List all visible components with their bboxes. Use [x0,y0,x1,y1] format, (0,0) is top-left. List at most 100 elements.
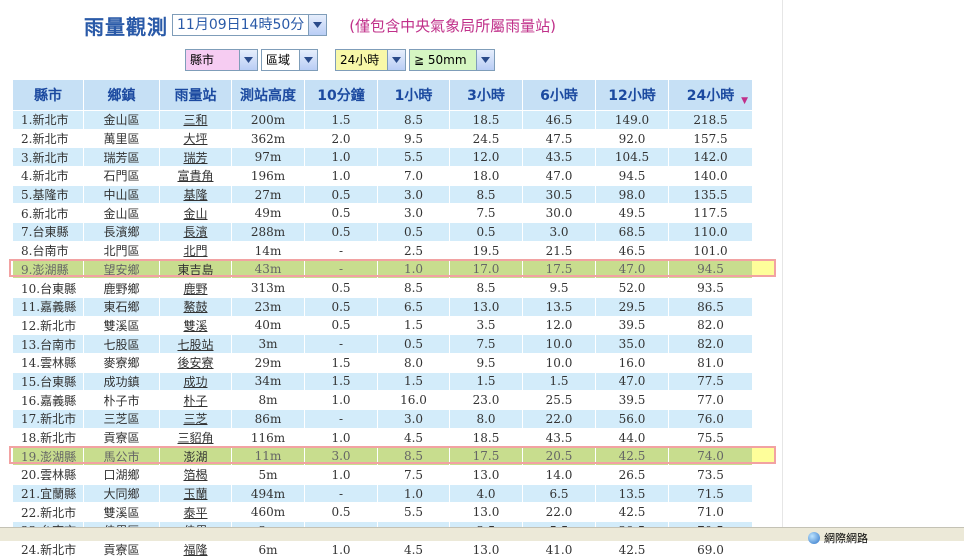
column-header[interactable]: 鄉鎮 [83,79,160,111]
station-cell[interactable]: 玉蘭 [159,483,232,504]
table-cell: 金山區 [83,203,160,224]
chevron-down-icon[interactable] [308,15,327,35]
column-header-label: 24小時 [686,88,735,104]
column-header[interactable]: 6小時 [522,79,596,111]
table-cell: 21.5 [522,240,596,261]
table-cell: 23m [231,296,305,317]
station-link[interactable]: 長濱 [183,225,208,240]
station-link[interactable]: 東吉島 [177,262,214,277]
station-link[interactable]: 箔楬 [183,468,208,483]
table-row: 24.新北市 貢寮區 福隆 6m 1.0 4.5 13.0 41.0 42.5 69.0 [12,539,753,560]
station-cell[interactable]: 瑞芳 [159,147,232,168]
station-cell[interactable]: 東吉島 [159,259,232,280]
station-cell[interactable]: 後安寮 [159,352,232,373]
station-link[interactable]: 後安寮 [177,356,214,371]
station-link[interactable]: 朴子 [183,393,208,408]
station-link[interactable]: 玉蘭 [183,487,208,502]
column-header[interactable]: 雨量站 [159,79,232,111]
station-link[interactable]: 三和 [183,113,208,128]
station-cell[interactable]: 福隆 [159,539,232,560]
station-cell[interactable]: 泰平 [159,502,232,523]
station-link[interactable]: 基隆 [183,188,208,203]
table-cell: 13.0 [449,539,523,560]
column-header[interactable]: 1小時 [377,79,450,111]
table-cell: - [304,409,378,429]
table-cell: 94.5 [595,166,669,186]
table-cell: 313m [231,278,305,298]
station-link[interactable]: 金山 [183,206,208,221]
station-link[interactable]: 富貴角 [177,169,214,184]
station-cell[interactable]: 澎湖 [159,446,232,467]
table-cell: 鹿野鄉 [83,278,160,298]
station-link[interactable]: 三貂角 [177,431,214,446]
station-link[interactable]: 三芝 [183,412,208,427]
table-cell: 18.0 [449,166,523,186]
table-cell: 口湖鄉 [83,465,160,485]
county-cell: 18.新北市 [12,427,84,448]
column-header[interactable]: 12小時 [595,79,669,111]
time-select[interactable]: 11月09日14時50分 [172,14,328,36]
table-cell: 0.5 [377,334,450,354]
table-cell: - [304,483,378,504]
station-cell[interactable]: 鹿野 [159,278,232,298]
column-header[interactable]: 3小時 [449,79,523,111]
table-cell: 0.5 [304,502,378,523]
station-link[interactable]: 成功 [183,374,208,389]
table-cell: 三芝區 [83,409,160,429]
threshold-select[interactable]: ≧ 50mm [409,49,495,71]
station-cell[interactable]: 北門 [159,240,232,261]
station-link[interactable]: 福隆 [183,543,208,558]
chevron-down-icon[interactable] [387,50,405,70]
station-cell[interactable]: 長濱 [159,222,232,242]
table-cell: 8m [231,390,305,410]
table-cell: 23.0 [449,390,523,410]
station-cell[interactable]: 鰲鼓 [159,296,232,317]
station-link[interactable]: 大坪 [183,132,208,147]
station-cell[interactable]: 三和 [159,110,232,130]
chevron-down-icon[interactable] [299,50,317,70]
table-body: 1.新北市 金山區 三和 200m 1.5 8.5 18.5 46.5 149.0 218.5 2.… [12,110,753,560]
station-link[interactable]: 鹿野 [183,281,208,296]
chevron-down-icon[interactable] [239,50,257,70]
station-link[interactable]: 七股站 [177,337,214,352]
station-cell[interactable]: 雙溪 [159,315,232,336]
station-link[interactable]: 雙溪 [183,318,208,333]
table-cell: 47.0 [595,371,669,392]
column-header[interactable]: 測站高度 [231,79,305,111]
table-row: 6.新北市 金山區 金山 49m 0.5 3.0 7.5 30.0 49.5 117.5 [12,203,753,224]
station-cell[interactable]: 富貴角 [159,166,232,186]
station-link[interactable]: 泰平 [183,505,208,520]
table-cell: 73.5 [668,465,753,485]
station-cell[interactable]: 金山 [159,203,232,224]
table-cell: 17.5 [522,259,596,280]
station-cell[interactable]: 基隆 [159,184,232,205]
column-header-sorted[interactable]: 24小時 ▼ [668,79,753,111]
station-cell[interactable]: 七股站 [159,334,232,354]
table-cell: 9.5 [377,128,450,149]
table-cell: 218.5 [668,110,753,130]
table-row: 1.新北市 金山區 三和 200m 1.5 8.5 18.5 46.5 149.0 218.5 [12,110,753,130]
table-cell: 0.5 [377,222,450,242]
period-select[interactable]: 24小時 [335,49,406,71]
table-cell: 1.5 [449,371,523,392]
station-cell[interactable]: 箔楬 [159,465,232,485]
district-select[interactable]: 區域 [261,49,318,71]
station-cell[interactable]: 朴子 [159,390,232,410]
station-link[interactable]: 鰲鼓 [183,300,208,315]
column-header[interactable]: 10分鐘 [304,79,378,111]
station-cell[interactable]: 成功 [159,371,232,392]
station-link[interactable]: 北門 [183,244,208,259]
table-cell: 69.0 [668,539,753,560]
column-header[interactable]: 縣市 [12,79,84,111]
station-link[interactable]: 瑞芳 [183,150,208,165]
table-row: 9.澎湖縣 望安鄉 東吉島 43m -1.0 17.0 17.5 47.0 94.5 [12,259,753,280]
chevron-down-icon[interactable] [476,50,494,70]
station-cell[interactable]: 三芝 [159,409,232,429]
table-cell: 北門區 [83,240,160,261]
station-cell[interactable]: 大坪 [159,128,232,149]
table-cell: 42.5 [595,539,669,560]
county-select[interactable]: 縣市 [185,49,258,71]
station-link[interactable]: 澎湖 [183,449,208,464]
station-cell[interactable]: 三貂角 [159,427,232,448]
table-cell: 3.0 [377,203,450,224]
